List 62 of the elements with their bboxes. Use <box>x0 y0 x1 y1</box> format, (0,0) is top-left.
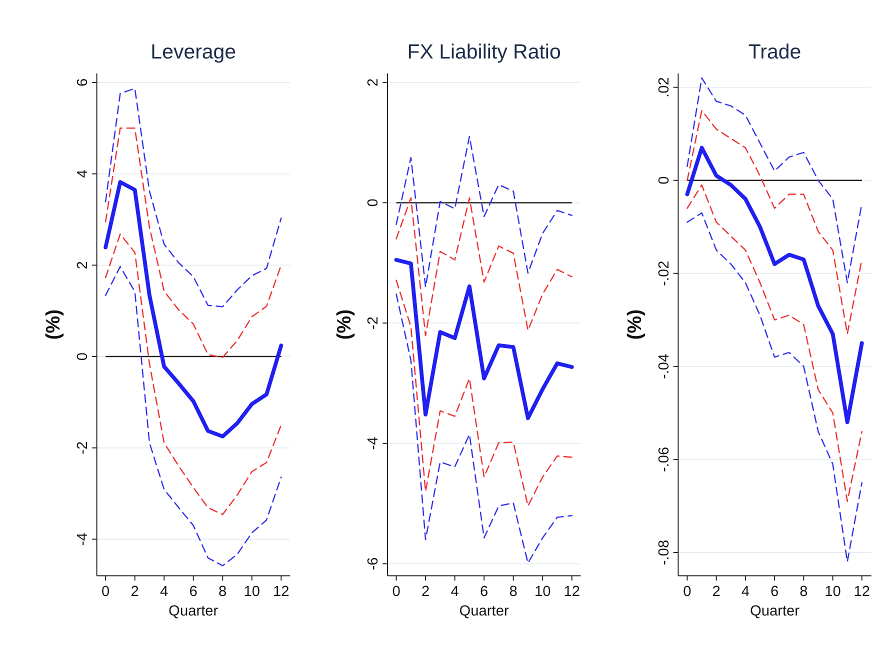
y-tick-label: 0 <box>366 198 382 207</box>
x-tick-label: 0 <box>392 584 400 600</box>
x-tick-label: 8 <box>800 584 808 600</box>
x-tick-label: 4 <box>450 584 459 600</box>
y-tick-label: .02 <box>656 77 672 98</box>
x-tick-label: 2 <box>130 584 139 600</box>
x-tick-label: 2 <box>421 584 430 600</box>
x-tick-label: 12 <box>854 584 870 600</box>
y-tick-label: -2 <box>366 316 382 330</box>
line-series <box>104 88 282 308</box>
chart-title: Trade <box>748 40 802 64</box>
y-tick-label: -.08 <box>656 540 672 566</box>
y-tick-label: 6 <box>75 78 92 87</box>
line-series <box>104 266 282 566</box>
x-tick-label: 10 <box>824 584 841 600</box>
x-axis-title: Quarter <box>168 604 218 620</box>
x-tick-label: 10 <box>534 584 551 600</box>
x-tick-label: 0 <box>102 584 110 600</box>
chart-title: Leverage <box>150 40 236 64</box>
y-tick-label: 0 <box>75 352 92 361</box>
y-tick-label: -4 <box>75 532 92 546</box>
y-tick-label: -.04 <box>656 354 672 380</box>
x-tick-label: 6 <box>189 584 198 600</box>
line-series <box>686 184 863 502</box>
y-tick-label: -2 <box>75 441 92 454</box>
y-tick-label: 4 <box>75 170 92 178</box>
x-tick-label: 6 <box>770 584 779 600</box>
y-tick-label: -.06 <box>656 446 672 472</box>
line-series <box>396 136 572 288</box>
y-axis-title: (%) <box>333 309 356 340</box>
y-tick-label: -4 <box>366 436 382 450</box>
y-tick-label: -6 <box>366 557 382 570</box>
line-series <box>396 197 572 336</box>
line-series <box>686 77 863 284</box>
y-tick-label: 2 <box>366 78 382 86</box>
chart-title: FX Liability Ratio <box>407 40 561 64</box>
line-series <box>104 180 284 438</box>
x-tick-label: 8 <box>509 584 518 600</box>
x-tick-label: 12 <box>564 584 580 600</box>
line-series <box>104 233 282 516</box>
line-series <box>396 294 572 564</box>
x-tick-label: 4 <box>160 584 168 600</box>
line-series <box>394 258 574 420</box>
line-series <box>686 212 863 562</box>
y-axis-title: (%) <box>42 309 65 340</box>
y-axis-title: (%) <box>624 309 646 340</box>
x-tick-label: 12 <box>273 584 290 600</box>
line-series <box>686 110 863 334</box>
x-axis-title: Quarter <box>750 604 800 620</box>
x-axis-title: Quarter <box>459 604 509 620</box>
line-series <box>685 146 864 424</box>
x-tick-label: 8 <box>218 584 227 600</box>
y-tick-label: 0 <box>656 176 672 184</box>
y-tick-label: -.02 <box>656 260 672 286</box>
x-tick-label: 2 <box>712 584 720 600</box>
line-series <box>396 280 572 507</box>
line-series <box>104 128 282 358</box>
x-tick-label: 4 <box>741 584 750 600</box>
x-tick-label: 0 <box>683 584 692 600</box>
x-tick-label: 10 <box>244 584 260 600</box>
x-tick-label: 6 <box>480 584 488 600</box>
y-tick-label: 2 <box>75 261 92 270</box>
